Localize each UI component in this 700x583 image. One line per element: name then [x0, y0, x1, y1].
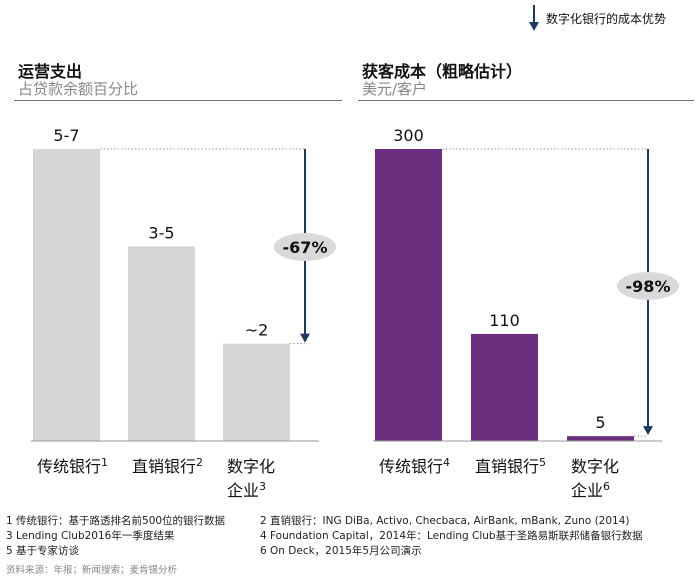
- data-label-2: 110: [489, 311, 520, 330]
- footnote-mark-2: 5: [539, 456, 546, 469]
- reduction-badge: [274, 233, 336, 261]
- category-label-1: 传统银行1: [37, 456, 108, 476]
- left-header-rule: [14, 100, 342, 101]
- right-chart-title: 获客成本（粗略估计）: [362, 62, 523, 81]
- bar-2: [128, 246, 195, 441]
- reduction-badge: [617, 272, 679, 300]
- reduction-badge-label: -67%: [283, 238, 328, 257]
- category-label-3-line-2: 企业3: [227, 480, 266, 500]
- footnote-1: 1 传统银行：基于路透排名前500位的银行数据: [6, 515, 226, 527]
- reduction-arrow-head: [643, 426, 653, 436]
- footnote-mark-1: 4: [443, 456, 450, 469]
- data-label-3: 5: [595, 413, 605, 432]
- data-label-1: 300: [393, 126, 424, 145]
- category-label-2: 直销银行5: [475, 456, 546, 476]
- category-label-3-line-1: 数字化: [227, 457, 275, 476]
- category-label-3-line-2: 企业6: [571, 480, 610, 500]
- bar-2: [471, 333, 538, 441]
- footnote-mark-3: 3: [259, 480, 266, 493]
- down-arrow-icon: [529, 5, 539, 31]
- bar-1: [33, 149, 100, 441]
- bar-3: [567, 436, 634, 441]
- category-label-2: 直销银行2: [132, 456, 203, 476]
- footnote-mark-1: 1: [101, 456, 108, 469]
- reduction-badge-label: -98%: [626, 277, 671, 296]
- data-label-3: ~2: [245, 321, 269, 340]
- right-chart-subtitle: 美元/客户: [362, 80, 428, 98]
- right-header-rule: [358, 100, 694, 101]
- bar-1: [375, 149, 442, 441]
- legend-label: 数字化银行的成本优势: [546, 12, 667, 26]
- footnote-4: 4 Foundation Capital，2014年：Lending Club基…: [260, 530, 643, 542]
- footnote-mark-2: 2: [196, 456, 203, 469]
- footnote-3: 3 Lending Club2016年一季度结果: [6, 530, 175, 542]
- data-label-1: 5-7: [53, 126, 79, 145]
- category-label-1: 传统银行4: [379, 456, 450, 476]
- reduction-arrow-head: [300, 333, 310, 343]
- footnote-6: 6 On Deck，2015年5月公司演示: [260, 545, 422, 557]
- footnote-5: 5 基于专家访谈: [6, 545, 80, 557]
- left-chart-title: 运营支出: [18, 62, 83, 81]
- left-chart-subtitle: 占贷款余额百分比: [18, 80, 139, 98]
- source-note: 资料来源：年报；新闻搜索；麦肯锡分析: [6, 565, 178, 576]
- data-label-2: 3-5: [148, 223, 174, 242]
- footnote-mark-3: 6: [603, 480, 610, 493]
- bar-3: [223, 343, 290, 441]
- category-label-3-line-1: 数字化: [571, 457, 619, 476]
- footnote-2: 2 直销银行：ING DiBa, Activo, Checbaca, AirBa…: [260, 515, 630, 527]
